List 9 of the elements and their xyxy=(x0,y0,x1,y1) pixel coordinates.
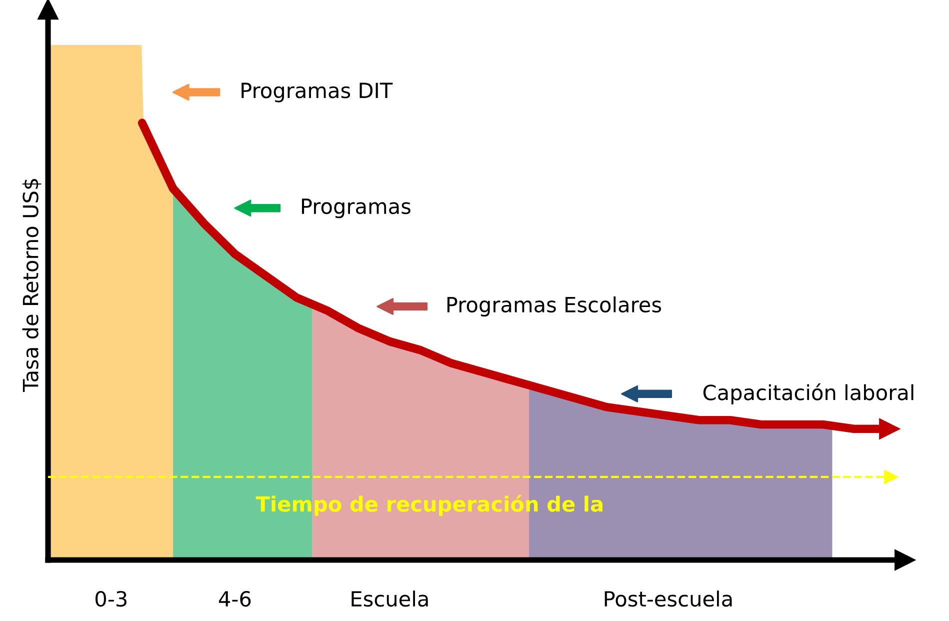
text: Programas DIT xyxy=(242,82,393,102)
x-tick-label: 4-6 xyxy=(218,590,251,607)
x-tick-label: Post-escuela xyxy=(604,590,732,607)
x-tick-label: 0-3 xyxy=(96,590,126,607)
annotation: Programas xyxy=(302,198,410,218)
annotation: Programas Escolares xyxy=(447,296,662,317)
annotation: Capacitación laboral xyxy=(703,383,914,404)
y-axis-title: Tasa de Retorno US$ xyxy=(22,178,42,392)
x-tick-label: Escuela xyxy=(352,590,428,607)
